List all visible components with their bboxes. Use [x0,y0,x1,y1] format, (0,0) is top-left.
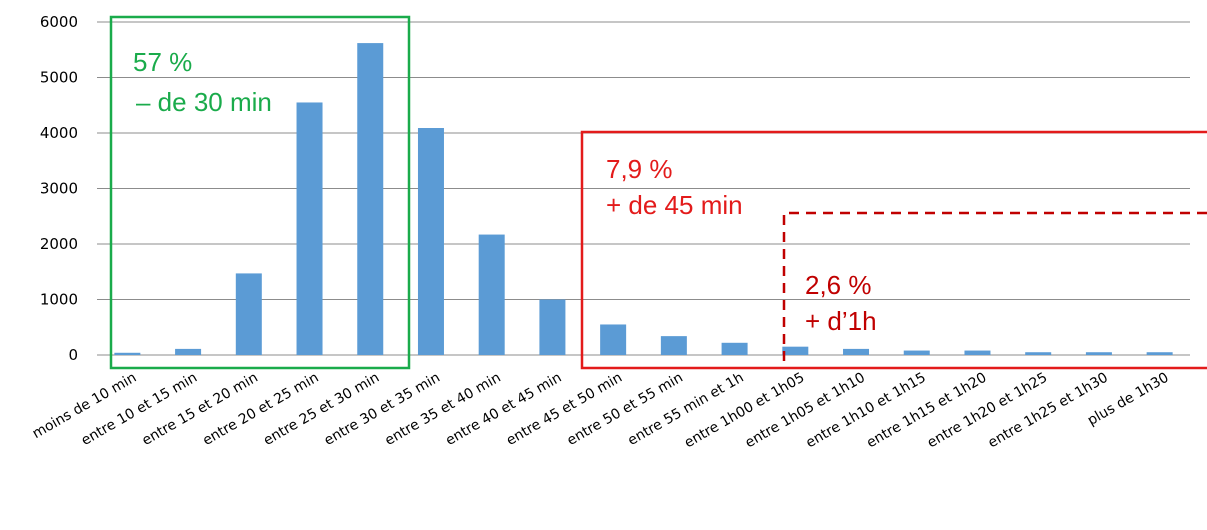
over-45-min-label: + de 45 min [606,190,743,220]
under-30-min-label: – de 30 min [136,87,272,117]
y-tick-label: 3000 [40,180,78,198]
bar [539,299,566,355]
over-1h-label: + d’1h [805,306,877,336]
bar [782,346,809,355]
bar [843,348,870,355]
y-axis-ticks: 0 1000 2000 3000 4000 5000 6000 [40,13,78,364]
y-tick-label: 2000 [40,235,78,253]
bar [964,350,991,355]
bar [721,342,748,355]
bar [660,336,687,355]
bar [1146,352,1173,355]
bar [600,324,627,355]
bars [114,43,1173,356]
y-tick-label: 5000 [40,69,78,87]
x-category-label: entre 50 et 55 min [564,370,685,449]
y-tick-label: 1000 [40,291,78,309]
bar [903,350,930,355]
bar [1025,352,1052,355]
under-30-min-highlight-box [109,15,411,370]
bar [296,102,323,355]
y-tick-label: 4000 [40,124,78,142]
bar [357,43,384,356]
over-45-min-highlight-box [580,130,1207,370]
bar [417,128,444,355]
bar [1085,352,1112,355]
y-tick-label: 6000 [40,13,78,31]
bar [175,348,202,355]
over-1h-highlight-box [782,211,1207,368]
bar [235,273,262,355]
over-1h-percent: 2,6 % [805,270,872,300]
bar [114,352,141,355]
over-45-min-percent: 7,9 % [606,154,673,184]
bar [478,234,505,355]
y-tick-label: 0 [68,346,78,364]
under-30-min-percent: 57 % [133,47,192,77]
